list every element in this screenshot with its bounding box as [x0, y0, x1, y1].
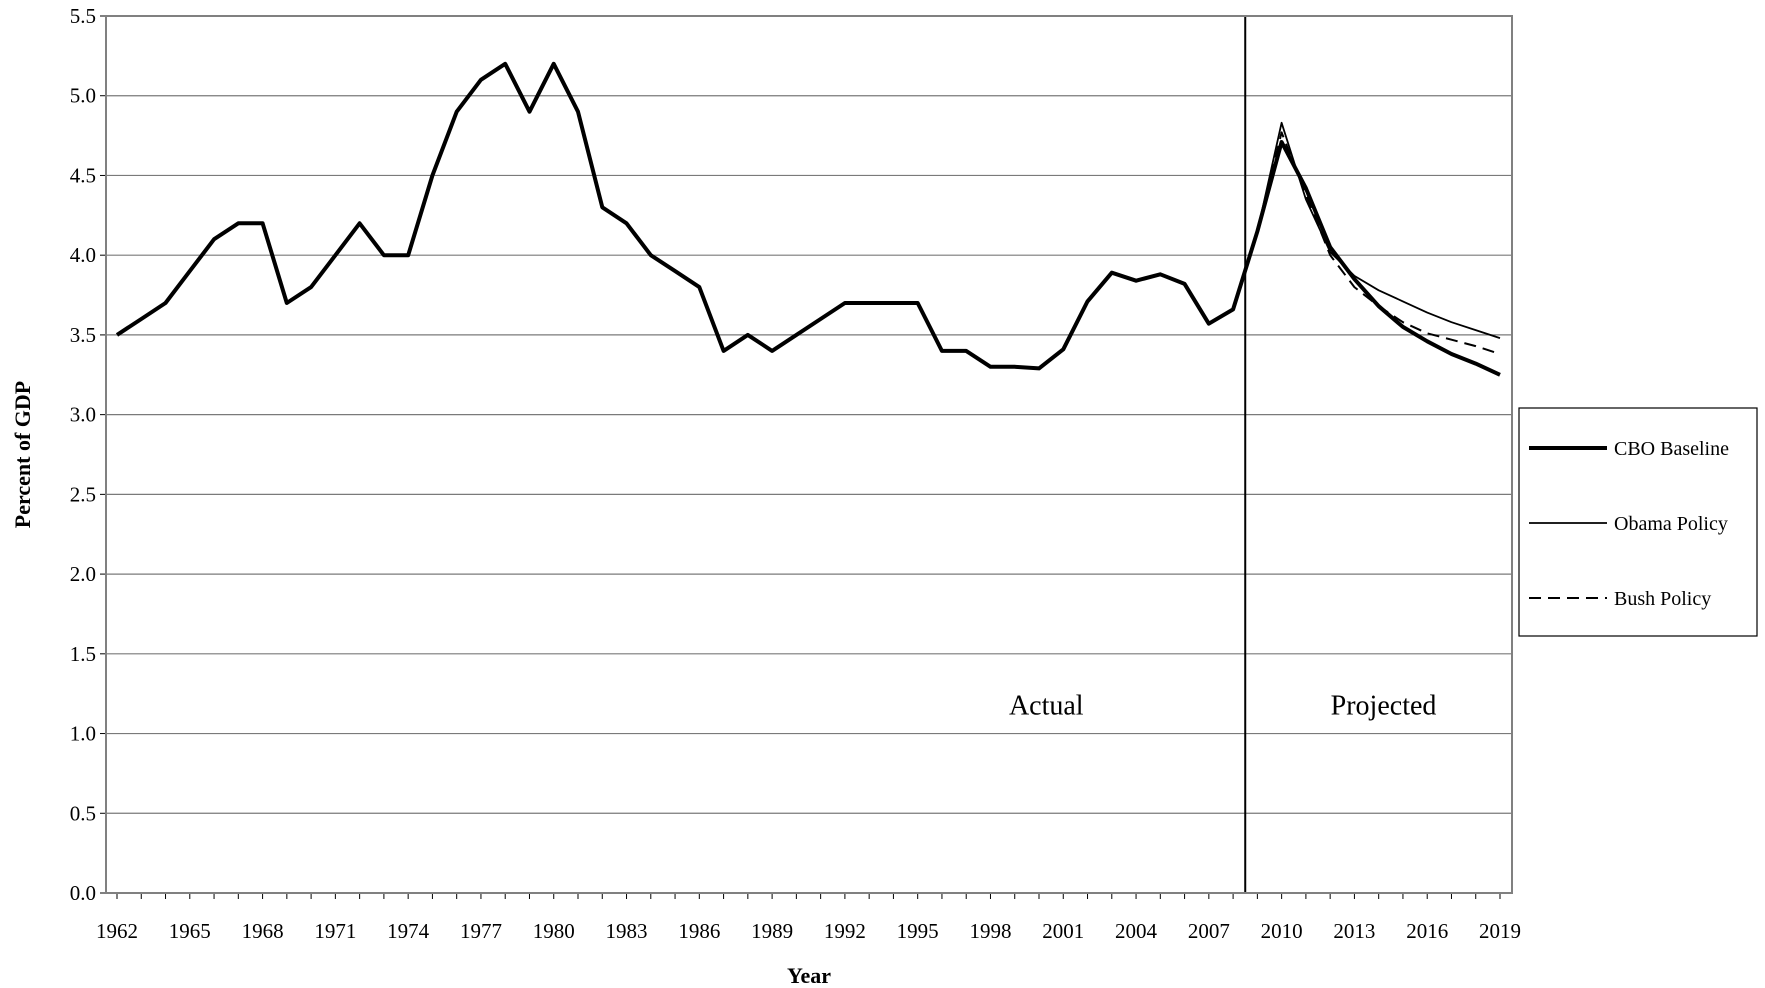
y-axis-title: Percent of GDP	[10, 381, 35, 528]
x-tick-label: 2004	[1115, 919, 1158, 943]
series-lines	[115, 61, 1501, 377]
x-tick-label: 1986	[678, 919, 720, 943]
legend-label: Bush Policy	[1614, 588, 1711, 610]
y-tick-label: 3.5	[70, 323, 96, 347]
x-tick-label: 1965	[169, 919, 211, 943]
x-tick-label: 1989	[751, 919, 793, 943]
legend-label: CBO Baseline	[1614, 438, 1729, 460]
x-tick-label: 2019	[1479, 919, 1521, 943]
y-tick-label: 1.5	[70, 642, 96, 666]
y-tick-label: 2.0	[70, 562, 96, 586]
x-tick-label: 1980	[533, 919, 575, 943]
x-axis-title: Year	[787, 963, 831, 988]
y-tick-label: 5.5	[70, 4, 96, 28]
legend: CBO Baseline Obama Policy Bush Policy	[1518, 407, 1758, 637]
y-tick-label: 2.5	[70, 482, 96, 506]
y-axis-ticks: 0.0 0.5 1.0 1.5 2.0 2.5 3.0 3.5 4.0 4.5 5.0 5.5	[70, 4, 106, 905]
y-tick-label: 4.5	[70, 163, 96, 187]
x-axis-ticks: 1962 1965 1968 1971 1974 1977 1980 1983 1986 1989…	[96, 893, 1521, 943]
x-tick-label: 1971	[314, 919, 356, 943]
y-tick-label: 1.0	[70, 722, 96, 746]
x-tick-label: 2010	[1261, 919, 1303, 943]
x-tick-label: 2016	[1406, 919, 1448, 943]
legend-label: Obama Policy	[1614, 513, 1728, 535]
y-tick-label: 3.0	[70, 403, 96, 427]
x-tick-label: 1998	[969, 919, 1011, 943]
x-tick-label: 1983	[606, 919, 648, 943]
region-label-projected: Projected	[1331, 690, 1437, 721]
x-tick-label: 2001	[1042, 919, 1084, 943]
x-tick-label: 1974	[387, 919, 430, 943]
x-tick-label: 1992	[824, 919, 866, 943]
plot-area	[105, 15, 1513, 894]
x-tick-label: 2007	[1188, 919, 1230, 943]
x-tick-label: 1995	[897, 919, 939, 943]
y-tick-label: 0.0	[70, 881, 96, 905]
y-tick-label: 0.5	[70, 801, 96, 825]
y-tick-label: 4.0	[70, 243, 96, 267]
x-tick-label: 1977	[460, 919, 502, 943]
x-tick-label: 2013	[1333, 919, 1375, 943]
x-tick-label: 1962	[96, 919, 138, 943]
x-tick-label: 1968	[242, 919, 284, 943]
series-line-cbo-baseline	[115, 61, 1501, 377]
gridlines	[106, 95, 1512, 814]
y-tick-label: 5.0	[70, 84, 96, 108]
region-label-actual: Actual	[1009, 690, 1084, 721]
